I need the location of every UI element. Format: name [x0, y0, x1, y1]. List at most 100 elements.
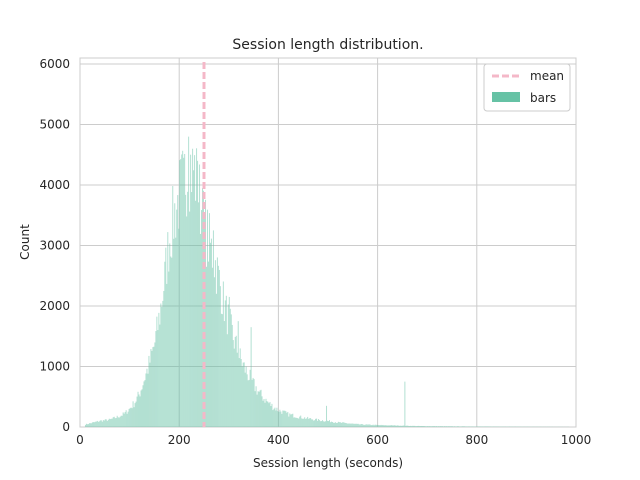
histogram-bar	[248, 379, 250, 427]
histogram-bar	[440, 426, 442, 427]
histogram-bar	[172, 186, 174, 427]
histogram-bar	[309, 418, 311, 427]
histogram-bar	[201, 210, 203, 427]
histogram-bar	[89, 423, 91, 427]
histogram-bar	[387, 425, 389, 427]
histogram-bar	[108, 418, 110, 427]
y-tick-label: 2000	[39, 299, 70, 313]
y-tick-label: 3000	[39, 239, 70, 253]
histogram-bar	[280, 411, 282, 427]
histogram-bar	[247, 380, 249, 427]
histogram-bar	[276, 407, 278, 427]
legend-mean-label: mean	[530, 69, 564, 83]
histogram-bar	[388, 425, 390, 427]
histogram-bar	[442, 426, 444, 427]
histogram-bar	[450, 426, 452, 427]
histogram-bar	[160, 303, 162, 427]
histogram-bar	[125, 410, 127, 427]
histogram-bar	[397, 425, 399, 427]
histogram-bars	[84, 136, 570, 428]
histogram-bar	[335, 422, 337, 427]
histogram-bar	[188, 136, 190, 427]
histogram-bar	[98, 421, 100, 427]
histogram-bar	[479, 426, 481, 427]
histogram-bar	[88, 423, 90, 427]
histogram-bar	[383, 425, 385, 427]
histogram-bar	[484, 426, 486, 427]
histogram-bar	[266, 401, 268, 427]
histogram-bar	[316, 418, 318, 427]
histogram-bar	[365, 424, 367, 427]
histogram-bar	[262, 400, 264, 427]
histogram-bar	[403, 425, 405, 427]
histogram-bar	[233, 348, 235, 427]
histogram-bar	[361, 424, 363, 427]
histogram-bar	[329, 422, 331, 427]
histogram-bar	[409, 426, 411, 427]
histogram-bar	[373, 425, 375, 427]
chart-title: Session length distribution.	[232, 37, 423, 53]
histogram-bar	[351, 423, 353, 427]
histogram-bar	[385, 425, 387, 427]
histogram-bar	[381, 425, 383, 427]
histogram-bar	[393, 425, 395, 427]
histogram-bar	[153, 346, 155, 427]
histogram-bar	[258, 391, 260, 427]
histogram-bar	[94, 421, 96, 427]
histogram-bar	[240, 359, 242, 427]
histogram-bar	[307, 416, 309, 427]
histogram-bar	[382, 424, 384, 427]
histogram-bar	[101, 421, 103, 427]
histogram-bar	[115, 417, 117, 427]
histogram-bar	[157, 330, 159, 427]
histogram-bar	[321, 421, 323, 427]
histogram-bar	[408, 425, 410, 427]
histogram-bar	[134, 403, 136, 427]
histogram-bar	[368, 424, 370, 427]
histogram-bar	[439, 426, 441, 427]
histogram-bar	[195, 200, 197, 427]
histogram-bar	[261, 396, 263, 427]
histogram-bar	[349, 423, 351, 427]
histogram-bar	[374, 424, 376, 427]
histogram-bar	[384, 425, 386, 427]
histogram-bar	[181, 154, 183, 427]
histogram-bar	[130, 407, 132, 427]
histogram-bar	[211, 267, 213, 427]
histogram-bar	[327, 420, 328, 427]
histogram-bar	[187, 191, 189, 427]
histogram-bar	[471, 426, 473, 427]
histogram-bar	[84, 424, 86, 427]
histogram-bar	[109, 419, 111, 427]
histogram-bar	[478, 426, 480, 427]
histogram-bar	[154, 342, 156, 427]
histogram-bar	[392, 425, 394, 427]
histogram-bar	[85, 423, 87, 427]
histogram-bar	[342, 422, 344, 427]
histogram-bar	[139, 396, 141, 427]
histogram-bar	[437, 426, 439, 427]
histogram-bar	[102, 420, 104, 427]
histogram-bar	[213, 277, 215, 427]
histogram-bar	[189, 211, 191, 427]
histogram-bar	[119, 416, 121, 427]
histogram-bar	[238, 358, 240, 427]
histogram-bar	[190, 154, 192, 427]
histogram-bar	[158, 312, 160, 427]
histogram-bar	[292, 413, 294, 427]
histogram-bar	[297, 418, 299, 427]
histogram-bar	[322, 420, 324, 427]
histogram-bar	[325, 421, 327, 427]
histogram-bar	[362, 424, 364, 427]
histogram-bar	[354, 423, 356, 427]
histogram-bar	[271, 403, 273, 427]
histogram-bar	[217, 265, 219, 427]
histogram-bar	[462, 426, 464, 427]
histogram-bar	[278, 411, 280, 427]
histogram-bar	[222, 281, 224, 427]
histogram-bar	[254, 391, 256, 427]
histogram-bar	[294, 417, 296, 427]
histogram-bar	[182, 150, 184, 427]
histogram-bar	[105, 419, 107, 427]
histogram-bar	[425, 426, 427, 427]
